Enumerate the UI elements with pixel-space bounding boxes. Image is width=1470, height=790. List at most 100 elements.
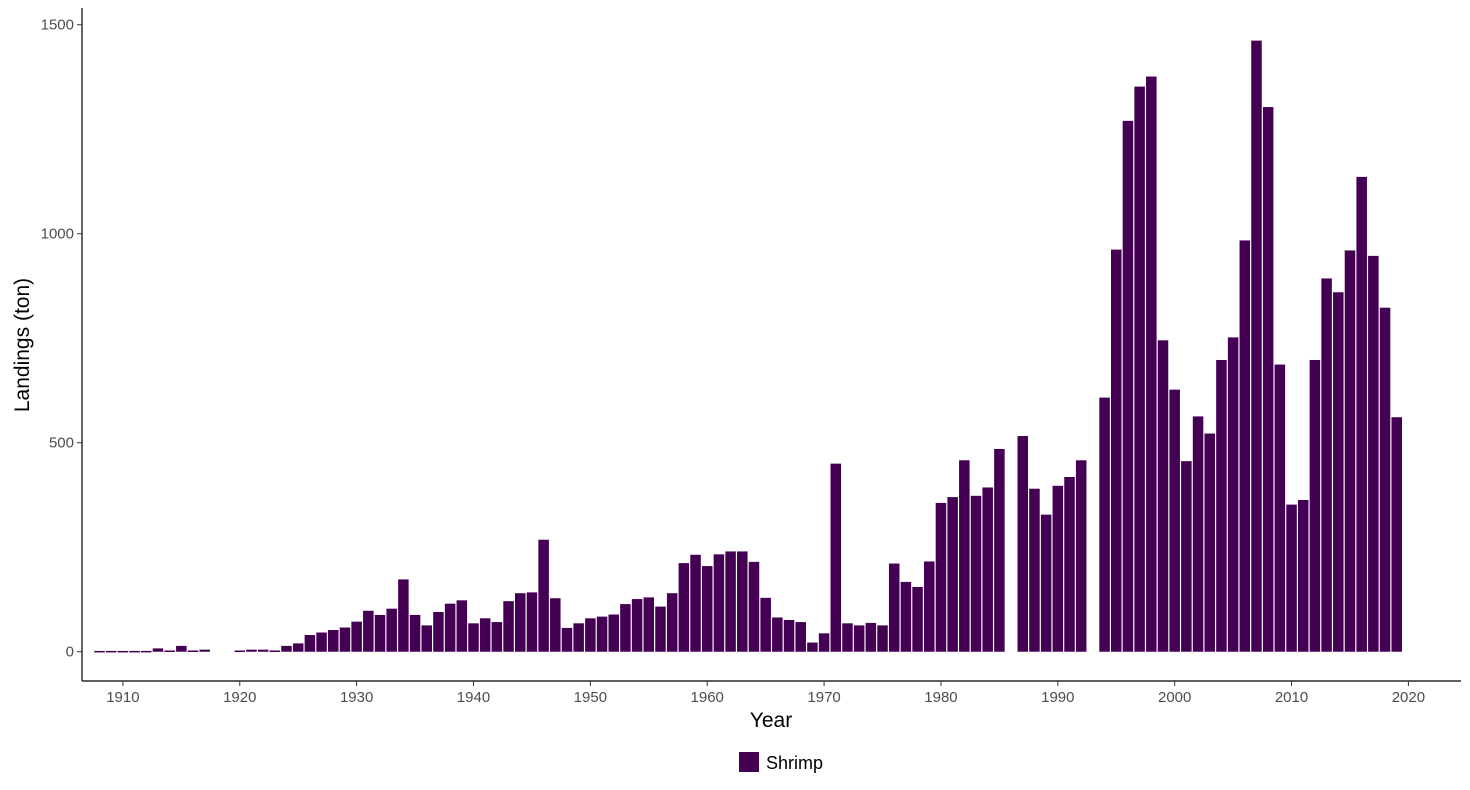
bar-2010 xyxy=(1286,504,1297,652)
bar-1996 xyxy=(1122,120,1134,652)
x-axis-title: Year xyxy=(750,709,792,732)
bar-1909 xyxy=(105,650,117,653)
x-tick-label-1970: 1970 xyxy=(807,689,840,706)
bar-1972 xyxy=(842,623,853,652)
bar-1949 xyxy=(573,623,584,652)
bar-1991 xyxy=(1064,477,1075,652)
bar-1913 xyxy=(152,648,164,652)
bar-1930 xyxy=(351,621,362,652)
bar-1935 xyxy=(409,614,421,652)
y-tick-label-1000: 1000 xyxy=(41,226,74,243)
bar-1946 xyxy=(538,539,549,652)
bar-1969 xyxy=(807,642,818,652)
bar-1958 xyxy=(678,563,690,652)
bar-2017 xyxy=(1368,255,1379,652)
bar-1976 xyxy=(888,563,900,652)
bar-2013 xyxy=(1321,278,1332,652)
y-axis-ticks: 0 500 1000 1500 xyxy=(41,17,82,661)
bar-1973 xyxy=(853,625,865,652)
y-tick-label-0: 0 xyxy=(66,644,74,661)
legend-label-shrimp: Shrimp xyxy=(766,753,823,773)
x-tick-label-2020: 2020 xyxy=(1392,689,1425,706)
bar-1925 xyxy=(292,643,304,652)
bar-1950 xyxy=(585,618,596,652)
bar-2016 xyxy=(1356,176,1367,652)
bar-1967 xyxy=(783,619,795,652)
bar-1954 xyxy=(631,599,643,652)
x-tick-label-1980: 1980 xyxy=(924,689,957,706)
bar-1940 xyxy=(468,623,479,652)
bar-1926 xyxy=(304,635,316,652)
bar-1928 xyxy=(328,630,339,652)
bar-1984 xyxy=(982,487,993,652)
bar-1951 xyxy=(596,616,608,652)
bar-1978 xyxy=(912,586,923,652)
bar-1980 xyxy=(935,502,947,652)
bar-1994 xyxy=(1099,397,1110,652)
bar-1965 xyxy=(760,597,771,652)
bar-1985 xyxy=(994,449,1005,652)
x-axis-ticks: 1910 1920 1930 1940 1950 1960 1970 1980 1990 2000… xyxy=(106,681,1425,706)
bar-2004 xyxy=(1216,359,1227,652)
bar-1974 xyxy=(865,622,877,652)
bar-2007 xyxy=(1251,40,1262,652)
bar-1970 xyxy=(818,633,830,652)
bar-1995 xyxy=(1110,249,1122,652)
bar-1922 xyxy=(257,649,269,652)
bar-1989 xyxy=(1040,514,1052,652)
legend: Shrimp xyxy=(739,752,823,773)
bar-1968 xyxy=(795,622,806,652)
bar-1961 xyxy=(713,554,725,652)
bar-1962 xyxy=(725,551,736,652)
bar-2006 xyxy=(1239,240,1251,652)
bar-1938 xyxy=(444,603,456,652)
bar-1942 xyxy=(491,622,503,652)
bar-1988 xyxy=(1029,488,1040,652)
bar-1971 xyxy=(830,463,842,652)
bar-1920 xyxy=(234,650,246,652)
y-axis-title: Landings (ton) xyxy=(11,278,34,412)
bar-1924 xyxy=(281,645,292,652)
bar-1964 xyxy=(748,561,760,652)
bar-1933 xyxy=(386,608,397,652)
bar-1912 xyxy=(141,650,152,653)
bar-2015 xyxy=(1344,250,1356,652)
bar-1910 xyxy=(117,650,129,653)
bar-1963 xyxy=(737,551,748,652)
bar-1955 xyxy=(643,597,655,652)
bar-2001 xyxy=(1181,461,1192,652)
bar-1929 xyxy=(339,627,351,652)
bar-2008 xyxy=(1262,107,1274,652)
bar-1923 xyxy=(269,650,281,652)
bar-2000 xyxy=(1169,389,1180,652)
bar-1945 xyxy=(526,592,538,652)
bar-1977 xyxy=(900,581,912,652)
bar-2005 xyxy=(1227,337,1239,652)
x-tick-label-2000: 2000 xyxy=(1158,689,1191,706)
y-tick-label-500: 500 xyxy=(49,435,74,452)
bar-1956 xyxy=(655,606,666,652)
bar-2018 xyxy=(1379,307,1391,652)
bar-2002 xyxy=(1192,416,1204,652)
bar-1939 xyxy=(456,600,468,652)
bar-1911 xyxy=(129,650,140,653)
bar-1921 xyxy=(246,649,257,652)
bar-1952 xyxy=(608,614,619,652)
bar-1960 xyxy=(701,566,713,652)
bar-2009 xyxy=(1274,364,1286,652)
bar-1944 xyxy=(514,593,526,652)
x-tick-label-1920: 1920 xyxy=(223,689,256,706)
bar-1982 xyxy=(959,460,970,652)
bar-1908 xyxy=(94,650,105,653)
bar-1915 xyxy=(176,645,187,652)
bar-2011 xyxy=(1297,500,1309,652)
bars-group xyxy=(94,40,1402,653)
bar-1987 xyxy=(1017,436,1029,652)
x-tick-label-1950: 1950 xyxy=(574,689,607,706)
bar-1937 xyxy=(433,612,444,652)
bar-1990 xyxy=(1052,485,1064,652)
bar-1959 xyxy=(690,554,701,652)
bar-1997 xyxy=(1134,86,1145,652)
bar-2014 xyxy=(1333,292,1344,652)
